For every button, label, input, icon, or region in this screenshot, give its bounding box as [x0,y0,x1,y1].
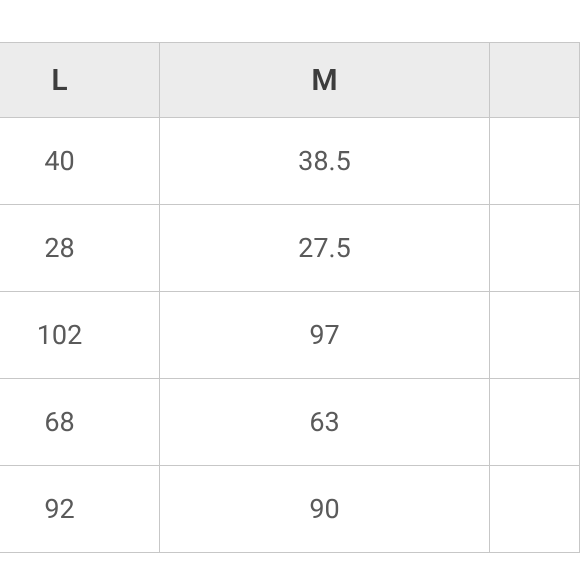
cell-M-1[interactable]: 38.5 [160,118,490,204]
table-header-row: L M [0,43,580,118]
column-header-next[interactable] [490,43,580,117]
table-row: 28 27.5 [0,205,580,292]
cell-L-1[interactable]: 40 [0,118,160,204]
table-row: 40 38.5 [0,118,580,205]
column-header-L[interactable]: L [0,43,160,117]
cell-L-3[interactable]: 102 [0,292,160,378]
cell-M-4[interactable]: 63 [160,379,490,465]
cell-N-4[interactable] [490,379,580,465]
cell-N-1[interactable] [490,118,580,204]
cell-L-4[interactable]: 68 [0,379,160,465]
spreadsheet-table: L M 40 38.5 28 27.5 102 97 68 63 92 90 [0,42,580,553]
table-row: 68 63 [0,379,580,466]
table-row: 92 90 [0,466,580,553]
cell-L-2[interactable]: 28 [0,205,160,291]
column-header-M[interactable]: M [160,43,490,117]
cell-L-5[interactable]: 92 [0,466,160,552]
cell-N-3[interactable] [490,292,580,378]
cell-N-2[interactable] [490,205,580,291]
cell-M-2[interactable]: 27.5 [160,205,490,291]
cell-M-5[interactable]: 90 [160,466,490,552]
cell-N-5[interactable] [490,466,580,552]
cell-M-3[interactable]: 97 [160,292,490,378]
table-row: 102 97 [0,292,580,379]
